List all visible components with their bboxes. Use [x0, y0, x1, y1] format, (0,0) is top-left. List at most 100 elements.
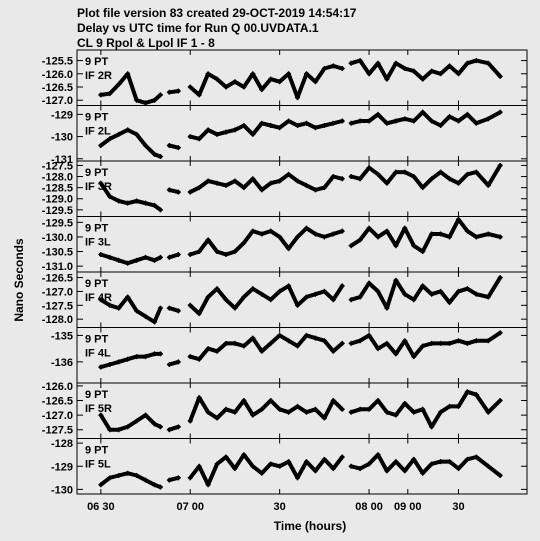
data-point: [375, 111, 381, 117]
data-point: [223, 251, 229, 257]
data-point: [497, 109, 503, 115]
if-label: IF 3R: [85, 181, 112, 193]
y-tick-label: -136: [51, 357, 73, 369]
data-point: [384, 409, 390, 415]
if-label: IF 5L: [85, 459, 111, 471]
data-point: [303, 294, 309, 300]
data-point: [485, 463, 491, 469]
y-tick-label: -129.5: [42, 217, 73, 229]
station-label: 9 PT: [85, 334, 109, 346]
data-point: [241, 84, 247, 90]
panel-frame: [76, 105, 528, 162]
data-point: [375, 288, 381, 294]
data-point: [375, 346, 381, 352]
x-tick-label: 08 00: [355, 501, 383, 513]
data-point: [116, 427, 122, 433]
data-point: [295, 122, 301, 128]
data-point: [259, 470, 265, 476]
data-point: [384, 468, 390, 474]
panel-2: -129 -130 -131 9 PT IF 2L: [51, 105, 528, 166]
data-point: [250, 412, 256, 418]
data-point: [497, 275, 503, 281]
data-point: [339, 454, 345, 460]
y-tick-label: -131: [51, 154, 73, 166]
data-point: [303, 459, 309, 465]
data-point: [321, 234, 327, 240]
data-point: [175, 475, 181, 481]
y-tick-label: -127.5: [42, 425, 73, 437]
data-point: [464, 60, 470, 66]
data-point: [214, 415, 220, 421]
data-point: [125, 127, 131, 133]
data-point: [473, 392, 479, 398]
series-segment: [98, 127, 163, 159]
data-point: [339, 228, 345, 234]
data-point: [497, 473, 503, 478]
data-point: [366, 332, 372, 338]
data-point: [402, 169, 408, 175]
data-point: [464, 456, 470, 462]
data-point: [447, 63, 453, 69]
data-point: [134, 198, 140, 204]
if-label: IF 4R: [85, 292, 112, 304]
data-point: [259, 291, 265, 297]
data-point: [473, 169, 479, 175]
data-point: [393, 169, 399, 175]
data-point: [348, 340, 354, 346]
data-point: [286, 338, 292, 344]
data-point: [420, 343, 426, 349]
data-point: [286, 409, 292, 415]
data-point: [473, 338, 479, 344]
data-point: [175, 308, 181, 314]
data-point: [497, 234, 503, 240]
data-point: [232, 249, 238, 255]
data-point: [339, 283, 345, 289]
y-tick-label: -129.5: [42, 205, 73, 217]
data-point: [393, 118, 399, 124]
data-point: [286, 71, 292, 77]
data-point: [447, 340, 453, 346]
data-point: [330, 63, 336, 69]
data-point: [447, 234, 453, 240]
data-point: [259, 231, 265, 237]
data-point: [268, 398, 274, 404]
data-point: [295, 475, 301, 481]
data-point: [497, 73, 503, 79]
panel-1: -125.5-126.0-126.5-127.0 9 PT IF 2R: [42, 49, 528, 107]
data-point: [366, 118, 372, 124]
data-point: [295, 178, 301, 184]
y-tick-label: -130: [51, 484, 73, 496]
data-point: [366, 225, 372, 231]
data-point: [250, 335, 256, 341]
data-point: [143, 354, 149, 360]
data-point: [420, 406, 426, 412]
data-point: [312, 468, 318, 474]
data-point: [429, 424, 435, 430]
data-point: [151, 97, 157, 103]
data-point: [205, 178, 211, 184]
data-point: [402, 400, 408, 406]
data-point: [312, 79, 318, 85]
data-point: [485, 338, 491, 344]
data-point: [98, 251, 104, 257]
data-point: [214, 131, 220, 137]
data-point: [497, 330, 503, 336]
x-axis-title: Time (hours): [274, 519, 346, 533]
data-point: [411, 354, 417, 360]
data-point: [455, 216, 461, 222]
y-tick-label: -130: [51, 132, 73, 144]
data-point: [420, 470, 426, 476]
data-point: [187, 418, 193, 424]
data-point: [107, 475, 113, 481]
data-point: [151, 351, 157, 357]
data-point: [214, 348, 220, 354]
data-point: [485, 182, 491, 188]
data-point: [157, 424, 163, 430]
data-point: [339, 66, 345, 71]
data-point: [277, 463, 283, 469]
data-point: [232, 79, 238, 85]
data-point: [196, 185, 202, 191]
data-point: [125, 356, 131, 362]
data-point: [250, 176, 256, 182]
